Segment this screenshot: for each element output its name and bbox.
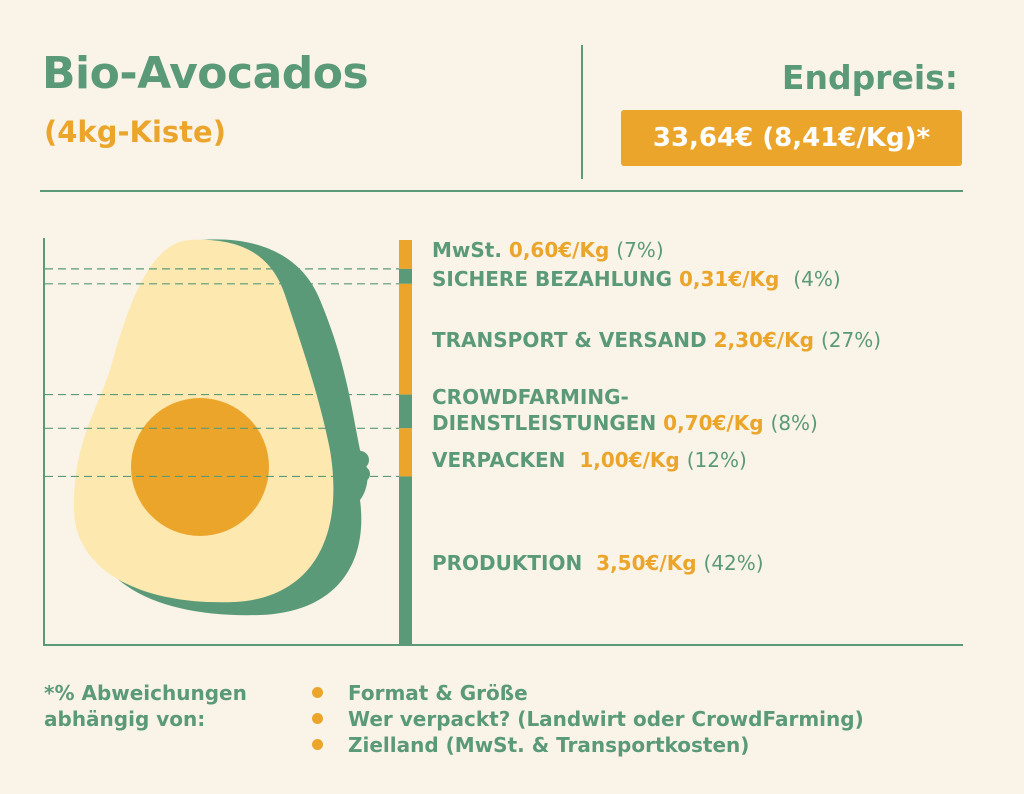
page-title: Bio-Avocados [42, 48, 369, 99]
bullet-icon [312, 713, 323, 724]
footnote: *% Abweichungen abhängig von: [44, 681, 247, 731]
segment-label-mwst: MwSt. 0,60€/Kg (7%) [432, 238, 664, 262]
bar-segment-1 [399, 268, 412, 284]
bar-segment-3 [399, 394, 412, 429]
factor-item: Wer verpackt? (Landwirt oder CrowdFarmin… [312, 706, 864, 732]
y-axis-line [43, 238, 45, 646]
x-axis-line [43, 644, 963, 646]
segment-label-produktion: PRODUKTION 3,50€/Kg (42%) [432, 551, 764, 575]
segment-label-sichere-bezahlung: SICHERE BEZAHLUNG 0,31€/Kg (4%) [432, 267, 841, 291]
factor-list: Format & Größe Wer verpackt? (Landwirt o… [312, 680, 864, 758]
header-vertical-divider [581, 45, 583, 179]
avocado-pit [131, 398, 269, 536]
bar-segment-2 [399, 283, 412, 395]
avocado-bump-icon [351, 451, 369, 469]
stacked-bar [399, 240, 412, 645]
header-divider [40, 190, 963, 192]
price-value: 33,64€ (8,41€/Kg)* [652, 123, 931, 153]
segment-label-transport: TRANSPORT & VERSAND 2,30€/Kg (27%) [432, 328, 881, 352]
segment-label-crowdfarming: CROWDFARMING- DIENSTLEISTUNGEN 0,70€/Kg (… [432, 385, 818, 435]
bar-segment-0 [399, 240, 412, 269]
bar-segment-4 [399, 428, 412, 477]
factor-item: Format & Größe [312, 680, 864, 706]
page-subtitle: (4kg-Kiste) [44, 115, 226, 149]
segment-label-verpacken: VERPACKEN 1,00€/Kg (12%) [432, 448, 747, 472]
bullet-icon [312, 739, 323, 750]
price-badge: 33,64€ (8,41€/Kg)* [621, 110, 962, 166]
bullet-icon [312, 687, 323, 698]
factor-item: Zielland (MwSt. & Transportkosten) [312, 732, 864, 758]
bar-segment-5 [399, 476, 412, 645]
price-label: Endpreis: [781, 58, 958, 97]
avocado-illustration [73, 239, 370, 616]
segment-guides [45, 268, 399, 478]
